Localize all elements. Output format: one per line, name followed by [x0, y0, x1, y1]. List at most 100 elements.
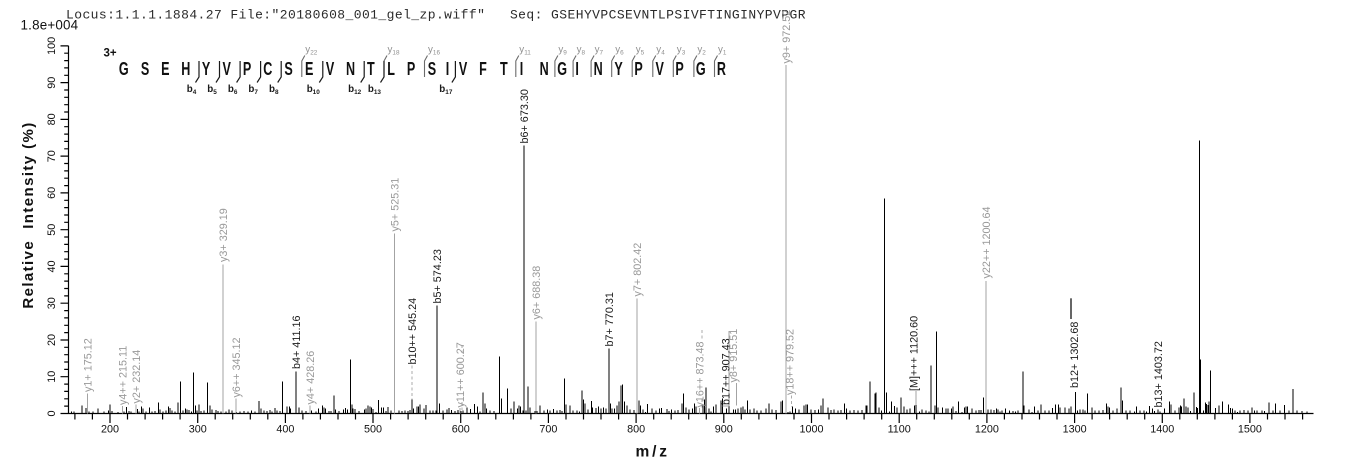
svg-text:S: S	[284, 60, 292, 80]
svg-text:S: S	[141, 60, 149, 80]
svg-text:500: 500	[364, 424, 382, 436]
svg-text:1500: 1500	[1238, 424, 1262, 436]
svg-text:Y: Y	[614, 60, 623, 80]
svg-text:y2: y2	[697, 45, 706, 57]
svg-text:G: G	[696, 60, 706, 80]
svg-text:V: V	[656, 60, 665, 80]
svg-text:b8: b8	[269, 84, 279, 96]
svg-text:y16++ 873.48: y16++ 873.48	[694, 341, 706, 407]
svg-text:E: E	[161, 60, 169, 80]
svg-text:800: 800	[627, 424, 645, 436]
svg-text:90: 90	[46, 77, 58, 89]
svg-text:1300: 1300	[1063, 424, 1087, 436]
svg-text:N: N	[346, 60, 355, 80]
svg-text:y6: y6	[615, 45, 624, 57]
svg-text:G: G	[557, 60, 567, 80]
svg-text:100: 100	[46, 37, 58, 55]
svg-text:20: 20	[46, 334, 58, 346]
svg-text:1400: 1400	[1150, 424, 1174, 436]
svg-text:60: 60	[46, 187, 58, 199]
svg-text:m/z: m/z	[636, 444, 670, 461]
svg-text:y6++ 345.12: y6++ 345.12	[231, 337, 243, 397]
svg-text:b10++ 545.24: b10++ 545.24	[407, 298, 419, 365]
svg-text:3+: 3+	[104, 48, 117, 60]
svg-text:y5+ 525.31: y5+ 525.31	[390, 178, 402, 232]
svg-text:b7: b7	[248, 84, 258, 96]
svg-text:40: 40	[46, 260, 58, 272]
svg-text:P: P	[243, 60, 251, 80]
svg-text:b6: b6	[228, 84, 238, 96]
svg-text:b17++ 907.43: b17++ 907.43	[720, 338, 732, 405]
svg-text:b5: b5	[207, 84, 217, 96]
svg-text:P: P	[407, 60, 415, 80]
svg-text:b5+ 574.23: b5+ 574.23	[432, 249, 444, 303]
svg-text:y2+ 232.14: y2+ 232.14	[131, 350, 143, 404]
svg-text:y1+ 175.12: y1+ 175.12	[83, 338, 95, 392]
svg-text:70: 70	[46, 150, 58, 162]
svg-text:F: F	[479, 60, 487, 80]
svg-text:1100: 1100	[888, 424, 911, 436]
svg-text:I: I	[575, 60, 578, 80]
svg-text:y11++ 600.27: y11++ 600.27	[455, 342, 467, 407]
svg-text:E: E	[305, 60, 313, 80]
svg-text:1000: 1000	[799, 424, 823, 436]
svg-text:T: T	[367, 60, 375, 80]
svg-text:R: R	[717, 60, 727, 80]
svg-text:30: 30	[46, 297, 58, 309]
svg-text:1200: 1200	[975, 424, 999, 436]
svg-text:y6+ 688.38: y6+ 688.38	[531, 266, 543, 320]
svg-text:700: 700	[539, 424, 557, 436]
svg-text:y4: y4	[656, 45, 665, 57]
svg-text:b13+ 1403.72: b13+ 1403.72	[1153, 341, 1165, 407]
svg-text:S: S	[428, 60, 436, 80]
svg-text:L: L	[387, 60, 395, 80]
svg-text:y8+ 915.51: y8+ 915.51	[728, 329, 740, 383]
svg-text:H: H	[181, 60, 190, 80]
svg-text:y11: y11	[519, 45, 531, 57]
svg-text:y9: y9	[558, 45, 567, 57]
svg-text:y22++ 1200.64: y22++ 1200.64	[981, 206, 993, 278]
svg-text:200: 200	[101, 424, 119, 436]
svg-text:N: N	[594, 60, 603, 80]
svg-text:y4++ 215.11: y4++ 215.11	[117, 346, 129, 405]
svg-text:I: I	[446, 60, 449, 80]
svg-text:P: P	[675, 60, 683, 80]
svg-text:b12+ 1302.68: b12+ 1302.68	[1069, 322, 1081, 388]
svg-text:V: V	[223, 60, 232, 80]
svg-text:V: V	[326, 60, 335, 80]
svg-text:50: 50	[46, 224, 58, 236]
svg-text:b4: b4	[187, 84, 197, 96]
svg-text:G: G	[119, 60, 129, 80]
svg-text:300: 300	[189, 424, 207, 436]
svg-text:0: 0	[46, 410, 58, 416]
svg-text:N: N	[540, 60, 549, 80]
svg-text:[M]+++ 1120.60: [M]+++ 1120.60	[909, 316, 921, 391]
svg-text:C: C	[263, 60, 272, 80]
svg-text:b4+ 411.16: b4+ 411.16	[291, 315, 303, 369]
svg-text:Relative Intensity (%): Relative Intensity (%)	[20, 121, 37, 308]
svg-text:10: 10	[46, 371, 58, 383]
svg-text:400: 400	[276, 424, 294, 436]
svg-text:600: 600	[452, 424, 470, 436]
svg-text:y8: y8	[577, 45, 586, 57]
svg-text:y1: y1	[718, 45, 727, 57]
svg-text:Y: Y	[202, 60, 211, 80]
svg-text:y7+ 802.42: y7+ 802.42	[632, 243, 644, 297]
svg-text:1.8e+004: 1.8e+004	[21, 18, 79, 33]
svg-text:Locus:1.1.1.1884.27 File:"2018: Locus:1.1.1.1884.27 File:"20180608_001_g…	[66, 8, 806, 23]
svg-text:P: P	[634, 60, 642, 80]
svg-text:y4+ 428.26: y4+ 428.26	[305, 351, 317, 405]
svg-text:y7: y7	[595, 45, 604, 57]
svg-text:900: 900	[715, 424, 733, 436]
svg-text:y3+ 329.19: y3+ 329.19	[218, 208, 230, 262]
svg-text:y9+ 972.52: y9+ 972.52	[781, 10, 793, 64]
svg-text:b7+ 770.31: b7+ 770.31	[604, 292, 616, 346]
svg-text:I: I	[520, 60, 523, 80]
svg-text:80: 80	[46, 113, 58, 125]
svg-text:y5: y5	[636, 45, 645, 57]
svg-text:y18++ 979.52: y18++ 979.52	[785, 329, 797, 395]
svg-text:b6+ 673.30: b6+ 673.30	[519, 89, 531, 143]
svg-text:T: T	[500, 60, 508, 80]
svg-text:y3: y3	[677, 45, 686, 57]
svg-text:V: V	[459, 60, 468, 80]
